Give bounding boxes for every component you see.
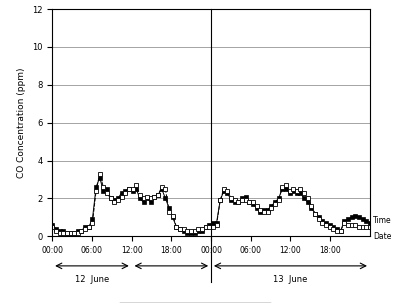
Estimated <box>57 231 62 235</box>
Measured <box>50 223 55 227</box>
Measured <box>243 195 247 198</box>
Measured <box>57 229 62 232</box>
Text: 12  June: 12 June <box>75 275 109 284</box>
Measured <box>305 201 310 204</box>
Y-axis label: CO Concentration (ppm): CO Concentration (ppm) <box>17 68 26 178</box>
Text: 13  June: 13 June <box>273 275 307 284</box>
Estimated <box>144 195 149 198</box>
Text: Time: Time <box>372 216 391 225</box>
Estimated <box>61 231 65 235</box>
Measured <box>144 197 149 200</box>
Estimated <box>97 172 102 176</box>
Text: Date: Date <box>372 232 391 241</box>
Measured <box>148 201 153 204</box>
Measured <box>367 221 371 225</box>
Measured <box>97 176 102 179</box>
Estimated <box>243 198 247 202</box>
Measured <box>64 231 69 235</box>
Line: Measured: Measured <box>51 176 371 234</box>
Line: Estimated: Estimated <box>51 172 371 234</box>
Estimated <box>214 223 219 227</box>
Estimated <box>367 225 371 229</box>
Estimated <box>148 197 153 200</box>
Estimated <box>50 225 55 229</box>
Measured <box>214 221 219 225</box>
Estimated <box>305 197 310 200</box>
